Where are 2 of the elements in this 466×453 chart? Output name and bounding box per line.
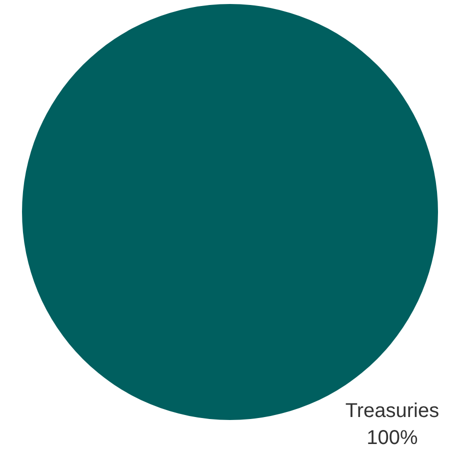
data-label: 100% bbox=[366, 427, 418, 450]
slice-label: Treasuries bbox=[345, 400, 440, 422]
